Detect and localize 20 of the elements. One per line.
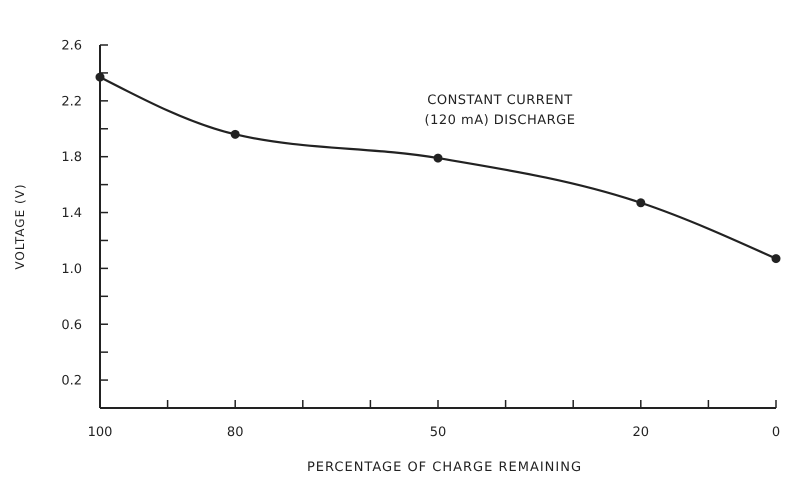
annotation: CONSTANT CURRENT (120 mA) DISCHARGE <box>424 93 576 128</box>
x-tick-label: 0 <box>772 425 780 440</box>
x-tick-label: 100 <box>88 425 112 440</box>
y-tick-label: 1.4 <box>61 206 82 222</box>
y-axis-title: VOLTAGE (V) <box>13 183 27 270</box>
y-tick-label: 0.6 <box>61 318 82 333</box>
point <box>96 72 104 82</box>
point <box>636 198 646 208</box>
point <box>230 130 240 139</box>
y-tick-label: 1.0 <box>61 262 82 277</box>
x-axis-title: PERCENTAGE OF CHARGE REMAINING <box>306 460 582 475</box>
point <box>434 154 442 163</box>
y-tick-label: 2.6 <box>61 38 82 54</box>
y-tick-label: 1.8 <box>61 150 82 166</box>
x-tick-label: 50 <box>430 425 446 440</box>
y-tick-label: 0.2 <box>61 374 82 389</box>
y-tick-label: 2.2 <box>61 94 82 110</box>
x-tick-label: 20 <box>632 425 650 440</box>
x-tick-label: 80 <box>226 425 244 440</box>
point <box>772 254 780 264</box>
